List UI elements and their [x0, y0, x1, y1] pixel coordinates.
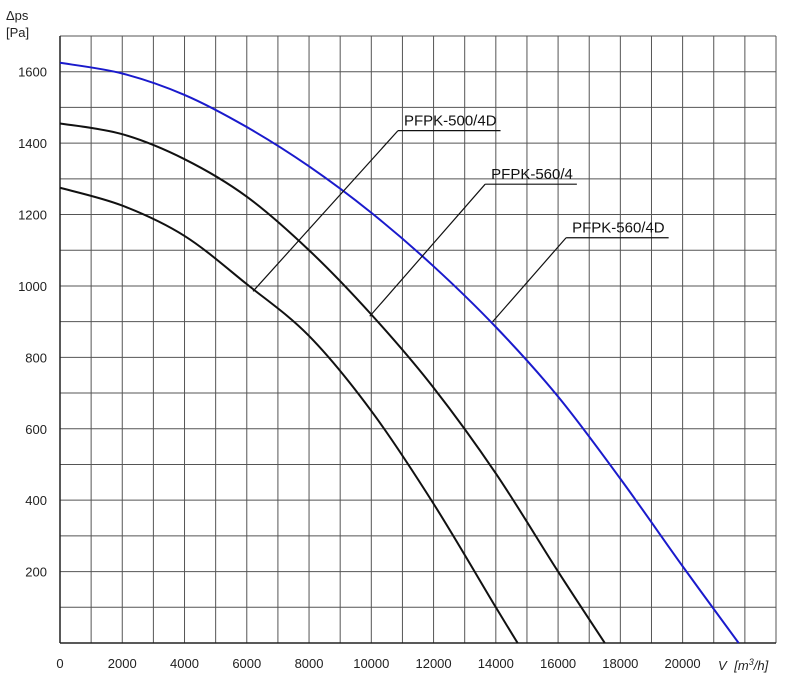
series-curves — [59, 61, 740, 644]
y-tick-label: 1200 — [18, 208, 47, 223]
series-annotations: PFPK-500/4D PFPK-560/4 PFPK-560/4D — [252, 113, 669, 323]
x-tick-label: 18000 — [602, 656, 638, 671]
tick-labels: 0 2000 4000 6000 8000 10000 12000 14000 16000 180… — [18, 65, 701, 671]
y-tick-label: 1400 — [18, 136, 47, 151]
grid — [59, 35, 777, 644]
y-tick-label: 800 — [25, 350, 47, 365]
x-tick-label: 8000 — [295, 656, 324, 671]
y-tick-label: 200 — [25, 565, 47, 580]
x-axis-label-unit-sup: 3 — [749, 657, 754, 667]
x-tick-label: 6000 — [232, 656, 261, 671]
y-tick-label: 600 — [25, 422, 47, 437]
x-tick-label: 0 — [56, 656, 63, 671]
x-tick-label: 2000 — [108, 656, 137, 671]
series-label: PFPK-500/4D — [404, 113, 497, 130]
y-tick-label: 400 — [25, 493, 47, 508]
x-tick-label: 20000 — [665, 656, 701, 671]
series-label: PFPK-560/4 — [491, 166, 573, 183]
series-line-pfpk-500-4d — [59, 186, 519, 644]
x-tick-label: 4000 — [170, 656, 199, 671]
series-line-pfpk-560-4 — [59, 122, 606, 644]
y-tick-label: 1000 — [18, 279, 47, 294]
x-axis-label-unit-b: /h] — [753, 658, 769, 673]
x-axis-label: V [m3/h] — [718, 657, 769, 673]
x-tick-label: 16000 — [540, 656, 576, 671]
x-tick-label: 14000 — [478, 656, 514, 671]
x-axis-label-unit-a: [m — [733, 658, 749, 673]
leader-line — [492, 237, 567, 323]
y-axis-label-line1: Δps — [6, 8, 29, 23]
series-label: PFPK-560/4D — [572, 220, 665, 237]
x-axis-label-symbol: V — [718, 658, 728, 673]
leader-line — [252, 130, 399, 292]
y-axis-label-line2: [Pa] — [6, 25, 29, 40]
x-tick-label: 10000 — [353, 656, 389, 671]
leader-line — [369, 183, 486, 317]
x-tick-label: 12000 — [415, 656, 451, 671]
series-line-pfpk-560-4d — [59, 61, 740, 644]
y-tick-label: 1600 — [18, 65, 47, 80]
